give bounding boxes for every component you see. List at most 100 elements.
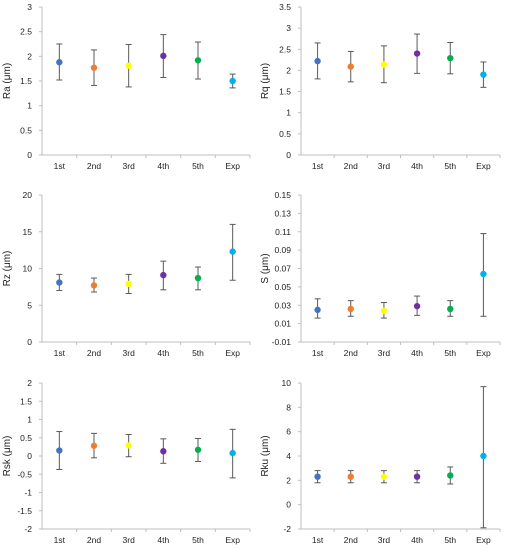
y-tick-label: -1 bbox=[24, 488, 32, 498]
x-tick-label: 4th bbox=[411, 535, 423, 545]
x-tick-label: 5th bbox=[192, 161, 204, 171]
x-tick-label: 1st bbox=[312, 348, 324, 358]
data-point bbox=[380, 307, 388, 314]
y-tick-label: -0.01 bbox=[272, 337, 292, 347]
x-tick-label: 2nd bbox=[344, 535, 358, 545]
y-tick-label: 2 bbox=[27, 378, 32, 388]
y-tick-label: 0 bbox=[27, 337, 32, 347]
data-point bbox=[90, 442, 98, 449]
x-tick-label: 3rd bbox=[123, 348, 136, 358]
data-point bbox=[413, 50, 421, 57]
y-axis-title: Rz (μm) bbox=[2, 251, 13, 287]
y-tick-label: 2.5 bbox=[20, 27, 32, 37]
data-point bbox=[160, 52, 167, 60]
y-tick-label: 1 bbox=[27, 101, 32, 111]
x-tick-label: 1st bbox=[312, 535, 324, 545]
x-tick-label: 2nd bbox=[344, 348, 358, 358]
data-point bbox=[447, 54, 454, 62]
chart-panel-5: -2 -1.5 -1 -0.5 0 0.5 1 1.5 2 1st 2nd 3rd 4th 5th Exp R… bbox=[2, 378, 251, 545]
y-tick-label: 3.5 bbox=[279, 2, 291, 12]
data-point bbox=[413, 473, 421, 480]
data-point bbox=[380, 61, 388, 68]
data-point bbox=[125, 280, 132, 288]
y-tick-label: 4 bbox=[286, 451, 291, 461]
x-tick-label: 3rd bbox=[123, 535, 136, 545]
data-point bbox=[90, 64, 98, 71]
data-point bbox=[194, 57, 202, 64]
y-tick-label: -1.5 bbox=[17, 506, 32, 516]
x-tick-label: 2nd bbox=[344, 161, 358, 171]
y-axis-title: Rku (μm) bbox=[260, 435, 271, 476]
data-point bbox=[347, 63, 354, 70]
x-tick-label: 5th bbox=[192, 348, 204, 358]
data-point bbox=[194, 274, 202, 282]
data-point bbox=[56, 279, 63, 286]
y-tick-label: 0.03 bbox=[274, 300, 291, 310]
x-tick-label: 1st bbox=[54, 535, 66, 545]
x-tick-label: 1st bbox=[54, 161, 66, 171]
data-point bbox=[314, 57, 321, 65]
y-tick-label: 15 bbox=[23, 227, 33, 237]
x-tick-label: Exp bbox=[476, 535, 491, 545]
data-point bbox=[194, 446, 202, 453]
chart-panel-2: 0 0.5 1 1.5 2 2.5 3 3.5 1st 2nd 3rd 4th 5th Exp Rq (μm… bbox=[260, 2, 501, 171]
y-tick-label: 1 bbox=[286, 108, 291, 118]
y-tick-label: 0.13 bbox=[274, 208, 291, 218]
y-axis-title: Rq (μm) bbox=[260, 63, 271, 99]
data-point bbox=[480, 452, 487, 460]
x-tick-label: 4th bbox=[411, 161, 423, 171]
y-tick-label: 3 bbox=[286, 23, 291, 33]
y-axis-title: Rsk (μm) bbox=[2, 436, 13, 477]
y-axis-title: S (μm) bbox=[260, 253, 271, 283]
data-point bbox=[347, 305, 354, 313]
y-tick-label: 1 bbox=[27, 415, 32, 425]
x-tick-label: 1st bbox=[312, 161, 324, 171]
x-tick-label: 2nd bbox=[87, 535, 101, 545]
data-point bbox=[413, 302, 421, 310]
chart-panel-4: -0.01 0.01 0.03 0.05 0.07 0.09 0.11 0.13 0.15 1st… bbox=[260, 190, 501, 358]
data-point bbox=[380, 473, 388, 480]
chart-panel-3: 0 5 10 15 20 1st 2nd 3rd 4th 5th Exp Rz (μm) bbox=[2, 190, 251, 358]
y-tick-label: 10 bbox=[23, 264, 33, 274]
x-tick-label: Exp bbox=[225, 161, 240, 171]
x-tick-label: 2nd bbox=[87, 348, 101, 358]
data-point bbox=[480, 270, 487, 278]
x-tick-label: 3rd bbox=[378, 348, 391, 358]
y-tick-label: 6 bbox=[286, 427, 291, 437]
y-tick-label: 20 bbox=[23, 190, 33, 200]
y-tick-label: 0.01 bbox=[274, 319, 291, 329]
data-point bbox=[314, 306, 321, 314]
y-tick-label: 0.5 bbox=[20, 433, 32, 443]
data-point bbox=[125, 62, 132, 69]
y-tick-label: 0 bbox=[286, 500, 291, 510]
x-tick-label: 5th bbox=[444, 348, 456, 358]
data-point bbox=[447, 472, 454, 479]
data-point bbox=[56, 59, 63, 66]
data-point bbox=[160, 271, 167, 279]
y-tick-label: 3 bbox=[27, 2, 32, 12]
x-tick-label: Exp bbox=[225, 535, 240, 545]
data-point bbox=[229, 248, 236, 255]
data-point bbox=[56, 447, 63, 454]
x-tick-label: 2nd bbox=[87, 161, 101, 171]
y-tick-label: 0 bbox=[27, 150, 32, 160]
y-tick-label: 0.5 bbox=[279, 129, 291, 139]
x-tick-label: 4th bbox=[157, 535, 169, 545]
x-tick-label: 4th bbox=[157, 161, 169, 171]
y-tick-label: 2 bbox=[27, 51, 32, 61]
x-tick-label: 3rd bbox=[123, 161, 136, 171]
y-tick-label: 2.5 bbox=[279, 44, 291, 54]
x-tick-label: Exp bbox=[476, 161, 491, 171]
y-tick-label: 1.5 bbox=[279, 87, 291, 97]
data-point bbox=[480, 71, 487, 78]
data-point bbox=[447, 305, 454, 313]
chart-panel-1: 0 0.5 1 1.5 2 2.5 3 1st 2nd 3rd 4th 5th Exp Ra (μm) bbox=[2, 2, 251, 171]
y-axis-title: Ra (μm) bbox=[2, 63, 13, 99]
y-tick-label: -0.5 bbox=[17, 469, 32, 479]
y-tick-label: 0.05 bbox=[274, 282, 291, 292]
x-tick-label: 1st bbox=[54, 348, 66, 358]
y-tick-label: 5 bbox=[27, 300, 32, 310]
y-tick-label: 8 bbox=[286, 402, 291, 412]
x-tick-label: 5th bbox=[192, 535, 204, 545]
